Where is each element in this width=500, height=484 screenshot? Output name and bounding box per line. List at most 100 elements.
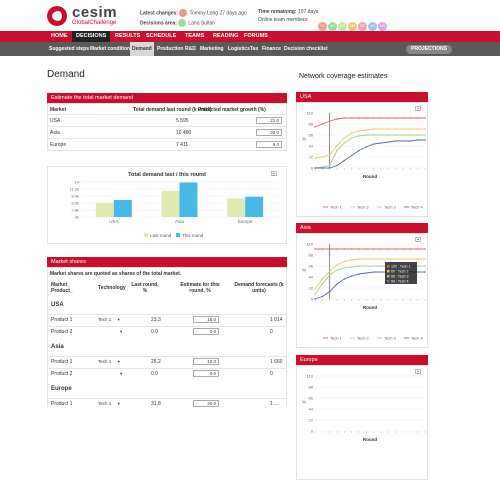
subnav-marketing[interactable]: Marketing xyxy=(200,46,224,52)
series-line-tech-2[interactable] xyxy=(314,128,425,159)
data-point[interactable] xyxy=(402,117,404,119)
legend-label[interactable]: Last round xyxy=(150,233,172,238)
data-point[interactable] xyxy=(416,128,419,130)
member-avatar[interactable]: KG xyxy=(328,22,337,31)
data-point[interactable] xyxy=(343,267,346,269)
data-point[interactable] xyxy=(424,271,426,273)
chart-menu-icon[interactable] xyxy=(271,171,277,176)
data-point[interactable] xyxy=(336,264,338,266)
legend-label[interactable]: Tech 3 xyxy=(384,205,397,210)
data-point[interactable] xyxy=(365,129,368,131)
data-point[interactable] xyxy=(314,126,316,128)
subnav-tax[interactable]: Tax xyxy=(250,46,259,52)
growth-input[interactable]: 9.0 xyxy=(256,141,282,148)
data-point[interactable] xyxy=(380,258,382,260)
data-point[interactable] xyxy=(336,164,338,167)
data-point[interactable] xyxy=(328,164,331,167)
data-point[interactable] xyxy=(321,248,324,250)
data-point[interactable] xyxy=(416,265,419,267)
data-point[interactable] xyxy=(365,272,368,274)
data-point[interactable] xyxy=(321,295,324,298)
legend-label[interactable]: This round xyxy=(182,233,204,238)
data-point[interactable] xyxy=(365,146,368,148)
data-point[interactable] xyxy=(380,128,382,130)
data-point[interactable] xyxy=(424,139,426,141)
data-point[interactable] xyxy=(387,134,390,136)
data-point[interactable] xyxy=(328,120,331,122)
data-point[interactable] xyxy=(380,248,382,250)
legend-label[interactable]: Tech 4 xyxy=(411,205,424,210)
chart-menu-icon[interactable] xyxy=(415,237,421,242)
data-point[interactable] xyxy=(380,142,382,144)
subnav-finance[interactable]: Finance xyxy=(262,46,281,52)
data-point[interactable] xyxy=(314,248,316,250)
data-point[interactable] xyxy=(314,298,316,300)
subnav-demand[interactable]: Demand xyxy=(130,42,154,56)
data-point[interactable] xyxy=(402,258,404,260)
data-point[interactable] xyxy=(409,248,412,250)
data-point[interactable] xyxy=(416,258,419,260)
data-point[interactable] xyxy=(394,140,397,142)
data-point[interactable] xyxy=(372,248,375,250)
member-avatar[interactable]: TL xyxy=(318,22,327,31)
data-point[interactable] xyxy=(321,123,324,125)
data-point[interactable] xyxy=(409,258,412,260)
chart-menu-icon[interactable] xyxy=(415,369,421,374)
data-point[interactable] xyxy=(365,248,368,250)
data-point[interactable] xyxy=(372,143,375,145)
data-point[interactable] xyxy=(372,134,375,136)
estimate-input[interactable]: 12.0 xyxy=(193,358,219,365)
data-point[interactable] xyxy=(409,128,412,130)
data-point[interactable] xyxy=(409,140,412,142)
member-avatar[interactable]: MM xyxy=(348,22,357,31)
data-point[interactable] xyxy=(416,134,419,136)
estimate-input[interactable]: 20.0 xyxy=(193,400,219,407)
data-point[interactable] xyxy=(416,117,419,119)
data-point[interactable] xyxy=(387,117,390,119)
data-point[interactable] xyxy=(372,271,375,273)
data-point[interactable] xyxy=(409,134,412,136)
data-point[interactable] xyxy=(336,118,338,120)
data-point[interactable] xyxy=(328,154,331,156)
data-point[interactable] xyxy=(358,265,360,267)
data-point[interactable] xyxy=(336,144,338,147)
data-point[interactable] xyxy=(394,128,397,130)
data-point[interactable] xyxy=(387,141,390,143)
subnav-production[interactable]: Production xyxy=(157,46,184,52)
nav-reading[interactable]: READING xyxy=(213,33,239,39)
nav-results[interactable]: RESULTS xyxy=(115,33,141,39)
legend-label[interactable]: Tech 1 xyxy=(330,205,343,210)
subnav-logistics[interactable]: Logistics xyxy=(228,46,250,52)
data-point[interactable] xyxy=(394,134,397,136)
member-avatar[interactable]: AD xyxy=(338,22,347,31)
data-point[interactable] xyxy=(416,248,419,250)
nav-decisions[interactable]: DECISIONS xyxy=(72,31,111,42)
bar-last-round[interactable] xyxy=(227,198,246,218)
subnav-decision-checklist[interactable]: Decision checklist xyxy=(284,46,328,52)
data-point[interactable] xyxy=(394,117,397,119)
data-point[interactable] xyxy=(424,117,426,119)
series-line-tech-4[interactable] xyxy=(315,139,425,169)
data-point[interactable] xyxy=(350,132,353,134)
data-point[interactable] xyxy=(350,117,353,119)
data-point[interactable] xyxy=(350,259,353,261)
nav-forums[interactable]: FORUMS xyxy=(244,33,268,39)
data-point[interactable] xyxy=(372,128,375,130)
data-point[interactable] xyxy=(424,265,426,267)
data-point[interactable] xyxy=(343,159,346,162)
subnav-suggested-steps[interactable]: Suggested steps xyxy=(49,46,90,52)
data-point[interactable] xyxy=(336,283,338,285)
data-point[interactable] xyxy=(365,258,368,260)
technology-select[interactable]: ▾ xyxy=(120,370,122,377)
data-point[interactable] xyxy=(380,265,382,267)
data-point[interactable] xyxy=(343,137,346,139)
data-point[interactable] xyxy=(321,167,324,169)
bar-this-round[interactable] xyxy=(113,200,132,217)
data-point[interactable] xyxy=(350,137,353,139)
data-point[interactable] xyxy=(394,258,397,260)
data-point[interactable] xyxy=(321,156,324,158)
bar-last-round[interactable] xyxy=(95,203,114,217)
growth-input[interactable]: 21.0 xyxy=(256,117,282,124)
data-point[interactable] xyxy=(358,258,360,260)
data-point[interactable] xyxy=(394,248,397,250)
